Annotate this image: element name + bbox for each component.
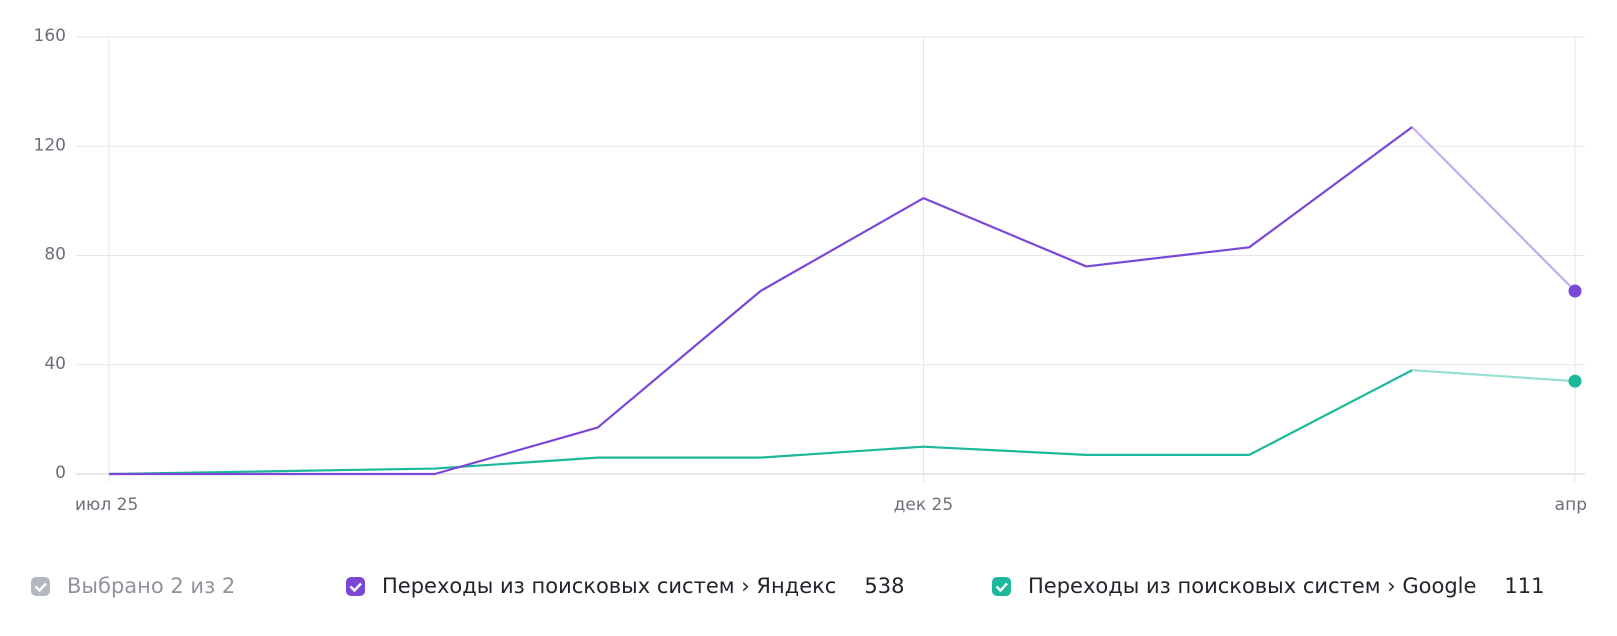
checkbox-tick [995,582,1008,593]
series-checkbox[interactable] [346,577,365,596]
checkbox-box [992,577,1011,596]
checkbox-box [346,577,365,596]
legend: Выбрано 2 из 2 Переходы из поисковых сис… [31,574,1545,598]
series-line [108,369,1576,476]
y-tick-label: 120 [34,135,66,155]
series-line [109,126,1576,476]
x-tick-label: июл 25 [75,495,138,515]
legend-summary: Выбрано 2 из 2 [67,574,235,598]
y-tick-label: 80 [44,245,66,265]
y-tick-label: 160 [34,26,66,46]
end-point [1568,284,1582,298]
checkbox-tick [349,582,362,593]
legend-label: Переходы из поисковых систем › Google [1028,574,1476,598]
legend-label: Переходы из поисковых систем › Яндекс [382,574,836,598]
end-point [1568,374,1582,388]
legend-total: 538 [864,574,904,598]
legend-total: 111 [1504,574,1544,598]
x-tick-label: апр [1555,495,1587,515]
select-all-checkbox[interactable] [31,577,50,596]
x-tick-label: дек 25 [894,495,954,515]
y-tick-label: 0 [55,463,66,483]
series-checkbox[interactable] [992,577,1011,596]
y-tick-label: 40 [44,354,66,374]
